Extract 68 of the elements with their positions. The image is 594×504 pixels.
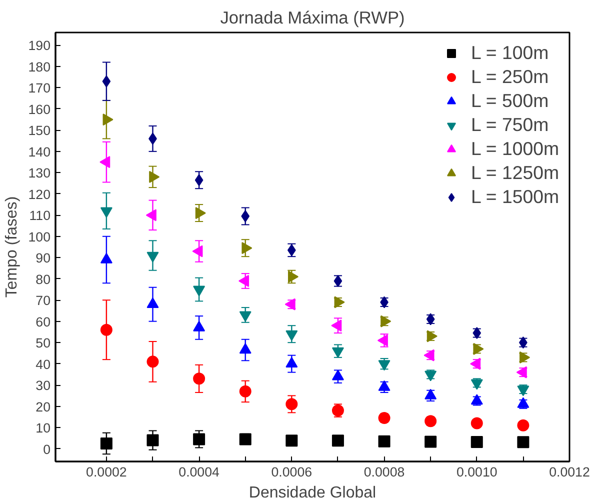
point — [517, 436, 530, 448]
y-tick-label: 170 — [28, 80, 51, 96]
x-tick-label: 0.0006 — [271, 464, 312, 480]
x-tick-label: 0.0002 — [86, 464, 127, 480]
point — [146, 434, 159, 446]
x-tick-label: 0.0004 — [178, 464, 220, 480]
y-tick-label: 70 — [36, 293, 51, 308]
point — [424, 436, 437, 448]
y-tick-label: 100 — [28, 229, 51, 244]
y-tick-label: 140 — [28, 144, 51, 160]
x-tick-label: 0.0012 — [549, 464, 590, 480]
point — [378, 435, 390, 448]
x-tick-label: 0.0010 — [456, 464, 498, 480]
y-tick-label: 180 — [28, 59, 51, 74]
legend-label: L = 1250m — [471, 162, 559, 184]
y-tick-label: 110 — [29, 208, 50, 224]
point — [100, 324, 112, 336]
point — [286, 434, 298, 447]
y-tick-label: 60 — [36, 314, 51, 330]
y-tick-label: 10 — [36, 420, 51, 436]
y-tick-label: 40 — [36, 356, 51, 372]
y-tick-label: 50 — [36, 336, 51, 351]
point — [194, 174, 204, 186]
y-tick-label: 130 — [28, 166, 51, 181]
x-tick-label: 0.0008 — [364, 464, 405, 480]
legend-label: L = 250m — [471, 66, 549, 88]
y-tick-label: 80 — [36, 272, 51, 287]
point — [146, 252, 159, 262]
y-tick-label: 160 — [28, 102, 51, 117]
y-tick-label: 20 — [36, 399, 51, 414]
point — [193, 433, 206, 446]
chart-title: Jornada Máxima (RWP) — [220, 8, 405, 28]
point — [100, 207, 112, 218]
point — [239, 433, 252, 446]
point — [241, 210, 250, 222]
legend-label: L = 100m — [471, 42, 549, 64]
y-tick-label: 120 — [28, 186, 51, 202]
y-tick-label: 190 — [28, 38, 51, 54]
legend-label: L = 1000m — [471, 138, 559, 160]
point — [286, 330, 298, 341]
point — [332, 434, 344, 447]
x-axis-title: Densidade Global — [248, 484, 376, 502]
point — [193, 286, 206, 296]
point — [192, 245, 203, 258]
point — [470, 379, 483, 390]
point — [517, 419, 530, 432]
y-tick-label: 150 — [28, 123, 51, 138]
point — [239, 385, 252, 398]
legend-label: L = 1500m — [471, 186, 559, 208]
y-tick-label: 0 — [43, 442, 51, 457]
y-tick-label: 90 — [36, 250, 51, 266]
point — [238, 274, 250, 287]
point — [100, 156, 110, 168]
point — [470, 436, 483, 448]
point — [193, 372, 206, 385]
point — [470, 417, 483, 430]
point — [146, 356, 159, 368]
point — [100, 437, 112, 450]
point — [424, 370, 437, 382]
y-tick-label: 30 — [36, 378, 51, 394]
point — [331, 320, 342, 332]
point — [332, 347, 344, 358]
legend-label: L = 500m — [471, 90, 549, 112]
legend-label: L = 750m — [471, 114, 549, 136]
point — [286, 398, 298, 410]
point — [102, 75, 111, 88]
point — [239, 311, 252, 322]
y-axis-title: Tempo (fases) — [3, 196, 20, 298]
